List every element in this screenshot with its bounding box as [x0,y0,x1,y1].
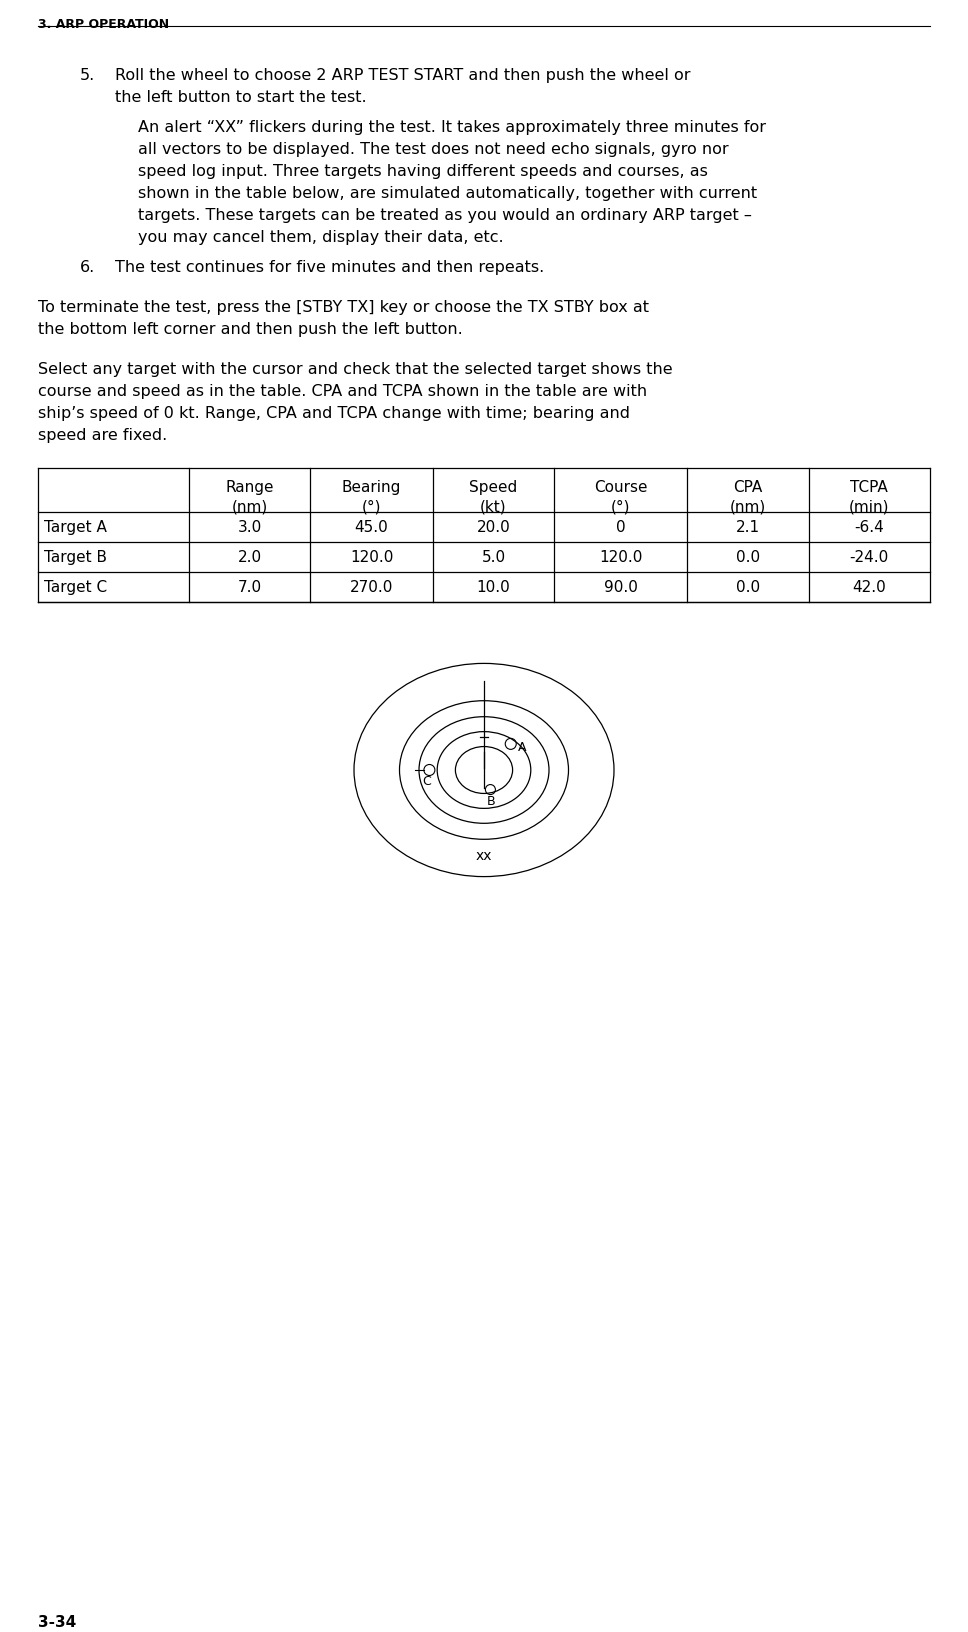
Text: 120.0: 120.0 [599,550,643,565]
Text: Target A: Target A [44,521,106,535]
Text: (nm): (nm) [231,499,267,514]
Text: (°): (°) [611,499,630,514]
Text: (°): (°) [362,499,381,514]
Text: A: A [518,741,527,754]
Text: 0.0: 0.0 [736,579,760,596]
Text: Speed: Speed [469,480,518,496]
Text: 2.0: 2.0 [237,550,261,565]
Text: 10.0: 10.0 [476,579,510,596]
Text: 120.0: 120.0 [349,550,393,565]
Text: To terminate the test, press the [STBY TX] key or choose the TX STBY box at: To terminate the test, press the [STBY T… [38,300,649,315]
Text: you may cancel them, display their data, etc.: you may cancel them, display their data,… [138,230,503,245]
Text: 5.0: 5.0 [481,550,505,565]
Text: 0: 0 [616,521,625,535]
Text: 3. ARP OPERATION: 3. ARP OPERATION [38,18,169,31]
Text: Course: Course [594,480,648,496]
Text: shown in the table below, are simulated automatically, together with current: shown in the table below, are simulated … [138,186,757,201]
Text: (nm): (nm) [730,499,766,514]
Text: all vectors to be displayed. The test does not need echo signals, gyro nor: all vectors to be displayed. The test do… [138,142,729,157]
Text: xx: xx [475,849,493,863]
Text: ship’s speed of 0 kt. Range, CPA and TCPA change with time; bearing and: ship’s speed of 0 kt. Range, CPA and TCP… [38,406,630,421]
Text: 6.: 6. [80,259,95,276]
Text: Select any target with the cursor and check that the selected target shows the: Select any target with the cursor and ch… [38,362,673,377]
Text: 0.0: 0.0 [736,550,760,565]
Text: Range: Range [226,480,274,496]
Text: 45.0: 45.0 [354,521,388,535]
Text: course and speed as in the table. CPA and TCPA shown in the table are with: course and speed as in the table. CPA an… [38,384,648,398]
Text: 5.: 5. [80,69,95,83]
Text: 2.1: 2.1 [736,521,760,535]
Text: The test continues for five minutes and then repeats.: The test continues for five minutes and … [115,259,544,276]
Text: 20.0: 20.0 [476,521,510,535]
Text: Roll the wheel to choose 2 ARP TEST START and then push the wheel or: Roll the wheel to choose 2 ARP TEST STAR… [115,69,690,83]
Text: 3-34: 3-34 [38,1616,76,1630]
Text: Bearing: Bearing [342,480,401,496]
Text: CPA: CPA [733,480,763,496]
Text: 42.0: 42.0 [853,579,886,596]
Text: Target B: Target B [44,550,107,565]
Text: -6.4: -6.4 [855,521,884,535]
Text: speed are fixed.: speed are fixed. [38,428,167,442]
Text: 90.0: 90.0 [604,579,638,596]
Text: targets. These targets can be treated as you would an ordinary ARP target –: targets. These targets can be treated as… [138,207,752,224]
Text: 7.0: 7.0 [237,579,261,596]
Text: -24.0: -24.0 [850,550,889,565]
Text: the left button to start the test.: the left button to start the test. [115,90,367,104]
Text: 3.0: 3.0 [237,521,261,535]
Text: (min): (min) [849,499,890,514]
Text: TCPA: TCPA [850,480,888,496]
Text: B: B [487,795,496,808]
Text: An alert “XX” flickers during the test. It takes approximately three minutes for: An alert “XX” flickers during the test. … [138,121,766,135]
Text: Target C: Target C [44,579,107,596]
Text: (kt): (kt) [480,499,507,514]
Text: 270.0: 270.0 [349,579,393,596]
Text: speed log input. Three targets having different speeds and courses, as: speed log input. Three targets having di… [138,163,708,180]
Text: the bottom left corner and then push the left button.: the bottom left corner and then push the… [38,322,463,336]
Text: C: C [422,775,431,788]
